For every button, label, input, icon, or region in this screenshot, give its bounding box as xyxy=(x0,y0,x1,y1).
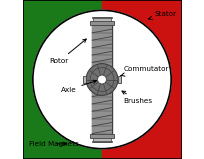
Bar xyxy=(90,134,114,138)
Text: Commutator: Commutator xyxy=(120,66,169,76)
Bar xyxy=(22,0,102,159)
Text: Rotor: Rotor xyxy=(50,39,86,64)
Text: Field Magnets: Field Magnets xyxy=(29,141,79,147)
Bar xyxy=(92,17,112,18)
Bar xyxy=(111,25,112,70)
Bar xyxy=(93,138,111,142)
Bar xyxy=(90,21,114,25)
Bar xyxy=(102,0,182,159)
Bar xyxy=(92,25,93,70)
Circle shape xyxy=(33,10,171,149)
Circle shape xyxy=(98,75,106,84)
Circle shape xyxy=(86,64,118,95)
Bar xyxy=(118,76,121,83)
Bar xyxy=(100,17,104,142)
Bar xyxy=(83,76,86,83)
Bar xyxy=(92,25,112,70)
Text: Axle: Axle xyxy=(61,80,96,93)
Text: Brushes: Brushes xyxy=(122,91,153,104)
Bar xyxy=(111,89,112,134)
Text: Stator: Stator xyxy=(149,11,177,20)
Bar xyxy=(92,89,93,134)
Bar xyxy=(93,17,111,21)
Bar xyxy=(92,141,112,142)
Bar xyxy=(92,89,112,134)
